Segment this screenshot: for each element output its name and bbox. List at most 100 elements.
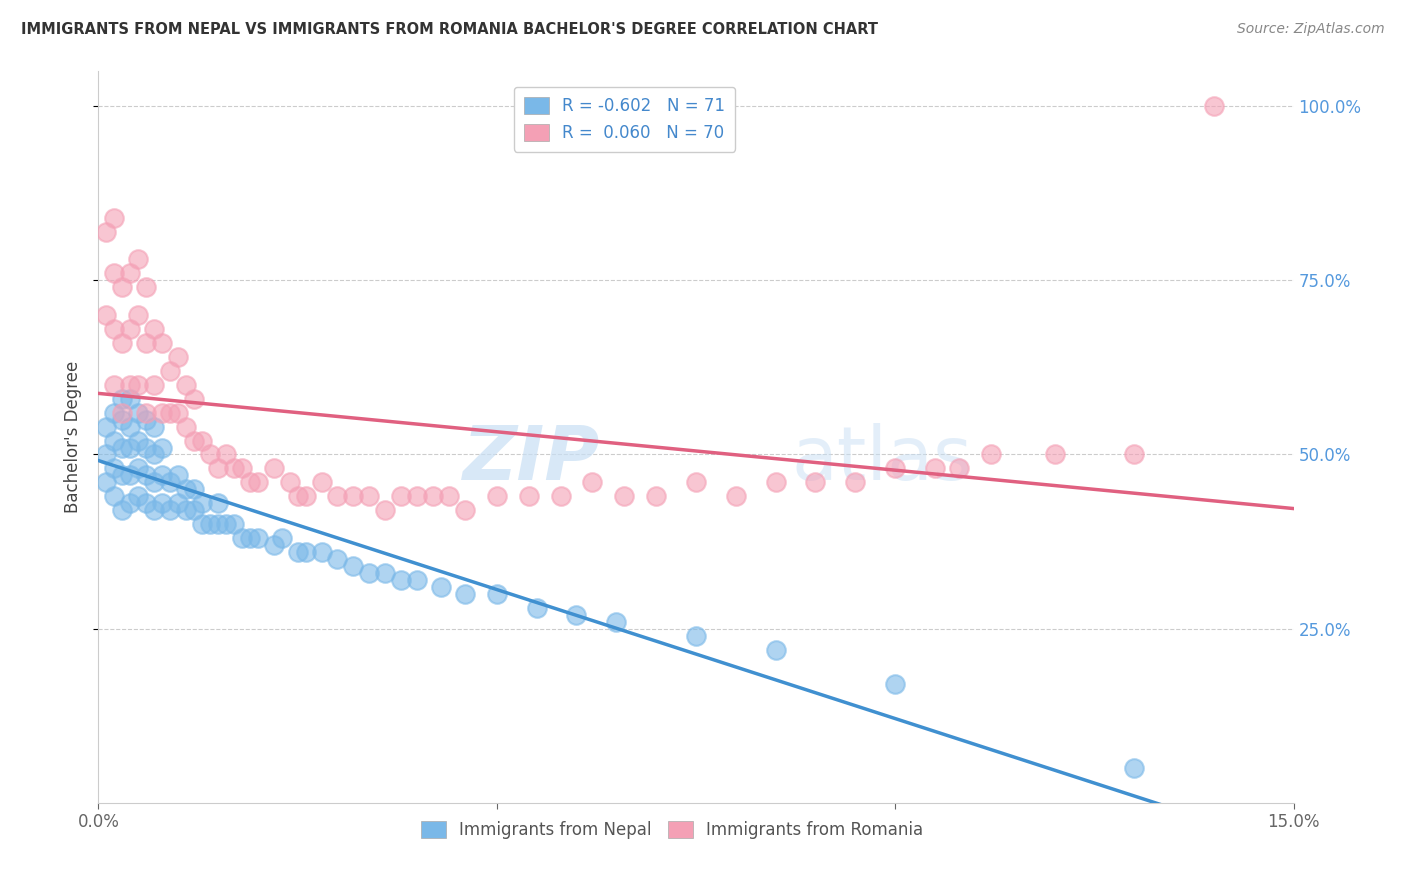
- Point: [111, 336, 134, 351]
- Point: [135, 406, 157, 420]
- Point: [765, 475, 787, 490]
- Point: [183, 483, 205, 497]
- Point: [1043, 448, 1066, 462]
- Point: [326, 489, 349, 503]
- Text: IMMIGRANTS FROM NEPAL VS IMMIGRANTS FROM ROMANIA BACHELOR'S DEGREE CORRELATION C: IMMIGRANTS FROM NEPAL VS IMMIGRANTS FROM…: [21, 22, 879, 37]
- Y-axis label: Bachelor's Degree: Bachelor's Degree: [65, 361, 83, 513]
- Point: [311, 545, 333, 559]
- Point: [613, 489, 636, 503]
- Point: [103, 489, 125, 503]
- Point: [765, 642, 787, 657]
- Point: [174, 377, 197, 392]
- Point: [143, 503, 166, 517]
- Point: [389, 489, 412, 503]
- Point: [406, 573, 429, 587]
- Text: atlas: atlas: [792, 423, 973, 496]
- Point: [326, 552, 349, 566]
- Point: [120, 496, 142, 510]
- Point: [222, 461, 245, 475]
- Point: [239, 475, 262, 490]
- Point: [454, 587, 477, 601]
- Point: [135, 280, 157, 294]
- Point: [685, 475, 707, 490]
- Point: [111, 280, 134, 294]
- Point: [127, 377, 149, 392]
- Point: [135, 496, 157, 510]
- Point: [143, 448, 166, 462]
- Point: [96, 419, 118, 434]
- Point: [150, 441, 173, 455]
- Point: [127, 406, 149, 420]
- Point: [183, 503, 205, 517]
- Text: Source: ZipAtlas.com: Source: ZipAtlas.com: [1237, 22, 1385, 37]
- Point: [167, 406, 190, 420]
- Point: [135, 336, 157, 351]
- Point: [231, 461, 253, 475]
- Point: [167, 350, 190, 364]
- Point: [103, 377, 125, 392]
- Point: [198, 517, 221, 532]
- Point: [159, 406, 181, 420]
- Point: [215, 517, 238, 532]
- Point: [111, 468, 134, 483]
- Point: [127, 252, 149, 267]
- Point: [454, 503, 477, 517]
- Point: [1123, 448, 1146, 462]
- Legend: Immigrants from Nepal, Immigrants from Romania: Immigrants from Nepal, Immigrants from R…: [413, 814, 931, 846]
- Point: [207, 461, 229, 475]
- Point: [246, 531, 269, 545]
- Point: [96, 308, 118, 322]
- Point: [120, 441, 142, 455]
- Point: [111, 503, 134, 517]
- Point: [207, 517, 229, 532]
- Point: [96, 475, 118, 490]
- Point: [884, 677, 907, 691]
- Point: [150, 496, 173, 510]
- Point: [143, 377, 166, 392]
- Point: [605, 615, 627, 629]
- Point: [150, 406, 173, 420]
- Point: [167, 496, 190, 510]
- Point: [183, 392, 205, 406]
- Point: [207, 496, 229, 510]
- Point: [565, 607, 588, 622]
- Point: [103, 461, 125, 475]
- Point: [135, 468, 157, 483]
- Point: [167, 468, 190, 483]
- Point: [191, 517, 214, 532]
- Point: [924, 461, 946, 475]
- Point: [120, 266, 142, 280]
- Point: [120, 392, 142, 406]
- Point: [517, 489, 540, 503]
- Point: [804, 475, 827, 490]
- Point: [270, 531, 292, 545]
- Point: [389, 573, 412, 587]
- Point: [948, 461, 970, 475]
- Point: [111, 441, 134, 455]
- Point: [884, 461, 907, 475]
- Point: [174, 503, 197, 517]
- Point: [374, 566, 396, 580]
- Point: [222, 517, 245, 532]
- Point: [159, 503, 181, 517]
- Text: ZIP: ZIP: [463, 423, 600, 496]
- Point: [342, 558, 364, 573]
- Point: [96, 448, 118, 462]
- Point: [183, 434, 205, 448]
- Point: [150, 468, 173, 483]
- Point: [111, 412, 134, 426]
- Point: [1202, 99, 1225, 113]
- Point: [103, 211, 125, 225]
- Point: [127, 434, 149, 448]
- Point: [159, 475, 181, 490]
- Point: [120, 419, 142, 434]
- Point: [215, 448, 238, 462]
- Point: [103, 266, 125, 280]
- Point: [231, 531, 253, 545]
- Point: [724, 489, 747, 503]
- Point: [246, 475, 269, 490]
- Point: [485, 587, 508, 601]
- Point: [287, 489, 309, 503]
- Point: [685, 629, 707, 643]
- Point: [127, 308, 149, 322]
